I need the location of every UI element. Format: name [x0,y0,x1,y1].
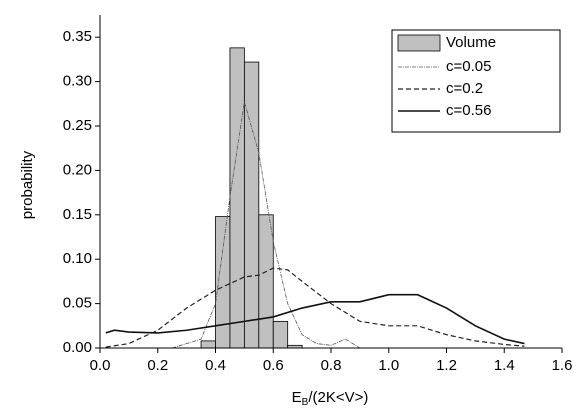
legend-label: c=0.2 [446,80,483,97]
bar [272,320,289,349]
y-tick-label: 0.10 [63,250,92,267]
x-tick-label: 0.0 [90,357,111,374]
legend-label: Volume [446,34,496,51]
x-label-part: /(2K<V>) [308,389,368,406]
bar [258,214,274,349]
legend-swatch [397,34,441,52]
y-axis-label: probability [19,150,36,219]
x-tick-label: 1.2 [436,357,457,374]
y-tick-label: 0.05 [63,295,92,312]
x-label-part: E [292,389,302,406]
bar [229,47,245,349]
y-tick-label: 0.20 [63,161,92,178]
x-axis-label: EB/(2K<V>) [292,389,369,408]
y-tick-label: 0.00 [63,339,92,356]
x-tick-label: 0.4 [205,357,226,374]
line [172,101,361,349]
y-tick-label: 0.25 [63,117,92,134]
legend-box [391,29,561,133]
legend-label: c=0.56 [446,102,491,119]
y-tick-label: 0.15 [63,206,92,223]
x-tick-label: 0.2 [147,357,168,374]
x-tick-label: 0.8 [321,357,342,374]
y-tick-label: 0.35 [63,28,92,45]
legend-label: c=0.05 [446,58,491,75]
line [105,293,525,345]
y-tick-label: 0.30 [63,73,92,90]
bar [200,340,216,349]
x-tick-label: 0.6 [263,357,284,374]
bar [215,216,231,349]
x-tick-label: 1.0 [378,357,399,374]
line [105,267,525,348]
bar [243,61,260,349]
x-label-sub: B [302,397,309,408]
x-tick-label: 1.4 [494,357,515,374]
x-tick-label: 1.6 [552,357,573,374]
